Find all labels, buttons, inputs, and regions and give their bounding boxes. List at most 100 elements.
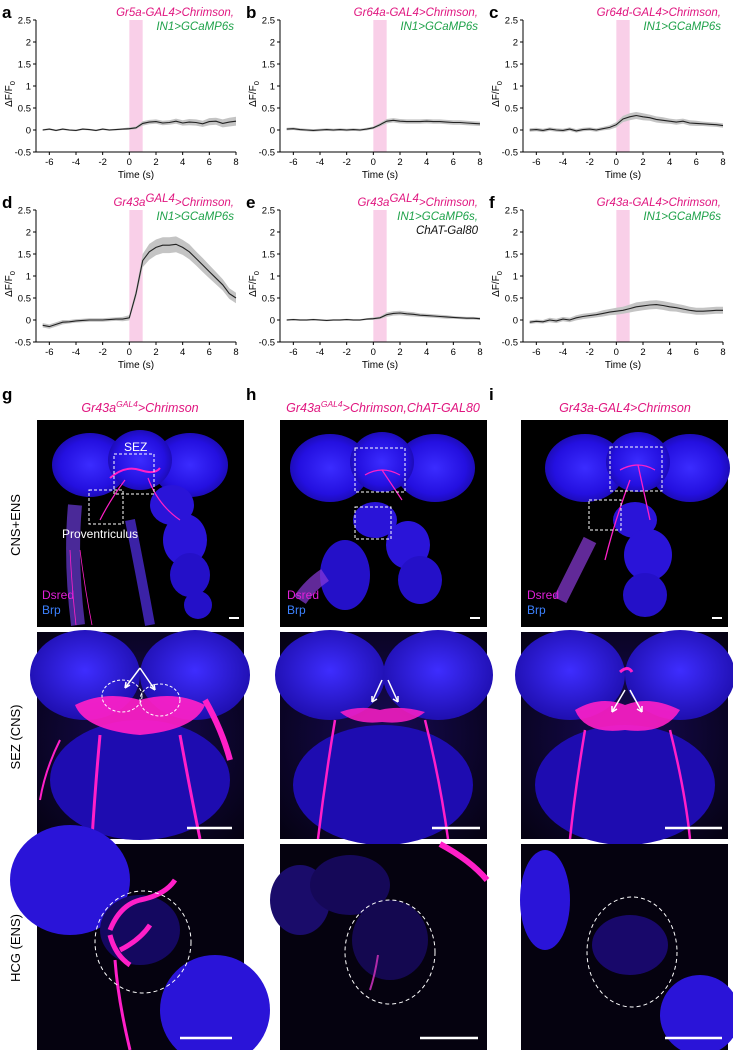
x-axis-label: Time (s) [118,360,154,371]
x-axis-label: Time (s) [362,170,398,181]
y-tick-label: 2.5 [18,16,31,27]
image-g-cns-ens: SEZ Proventriculus Dsred Brp [37,420,244,627]
stimulus-window [373,210,387,342]
y-tick-label: 0.5 [262,104,275,115]
mean-trace [42,243,237,328]
x-axis-label: Time (s) [605,170,641,181]
image-g-hcg [10,825,270,1050]
y-tick-label: 0 [270,126,275,137]
plot-panel-d: d 2.5 2 1.5 1 0.5 0 -0.5 -6 -4 -2 0 2 4 6 8 Time (s) ΔF/F… [2,193,239,371]
channel-label-dsred: Dsred [287,588,319,602]
plot-panel-b: b 2.5 2 1.5 1 0.5 0 -0.5 -6 -4 -2 0 2 4 6 8 Time (s) ΔF/F… [246,3,483,181]
x-tick-label: 8 [720,157,725,168]
x-tick-label: -2 [585,347,593,358]
stimulus-window [373,20,387,152]
y-tick-label: 1 [26,272,31,283]
panel-label-d: d [2,193,12,212]
y-tick-label: -0.5 [259,338,275,349]
x-tick-label: -4 [72,157,80,168]
genotype-label-line: Gr64d-GAL4>Chrimson, [597,7,721,19]
x-tick-label: -6 [45,347,53,358]
y-tick-label: 2.5 [262,16,275,27]
x-tick-label: 6 [207,347,212,358]
plot-panel-a: a 2.5 2 1.5 1 0.5 0 -0.5 -6 -4 -2 0 2 4 6 8 Time (s) ΔF/F… [2,3,239,181]
channel-label-dsred: Dsred [42,588,74,602]
y-tick-label: 1 [270,272,275,283]
y-tick-label: 2.5 [505,16,518,27]
x-tick-label: 2 [397,347,402,358]
sem-band [42,116,237,132]
image-i-hcg [520,844,733,1050]
genotype-label-line: Gr64a-GAL4>Chrimson, [354,7,478,19]
mean-trace [286,312,481,321]
plot-panel-e: e 2.5 2 1.5 1 0.5 0 -0.5 -6 -4 -2 0 2 4 6 8 Time (s) ΔF/F… [246,193,483,371]
y-tick-label: 0.5 [18,104,31,115]
y-tick-label: 1.5 [262,60,275,71]
y-tick-label: 0.5 [262,294,275,305]
y-tick-label: 2 [513,228,518,239]
stimulus-window [616,210,630,342]
panel-label-a: a [2,3,12,22]
sem-band [529,112,723,133]
plot-panel-c: c 2.5 2 1.5 1 0.5 0 -0.5 -6 -4 -2 0 2 4 6 8 Time (s) ΔF/F… [489,3,726,181]
stimulus-window [129,20,143,152]
genotype-label-line: ChAT-Gal80 [416,225,479,237]
image-heading-g: Gr43aGAL4>Chrimson [81,399,198,415]
microscopy-panels: Gr43aGAL4>Chrimson Gr43aGAL4>Chrimson,ChA… [2,385,733,1050]
channel-label-brp: Brp [527,603,546,617]
x-tick-label: -2 [585,157,593,168]
y-tick-label: 1 [270,82,275,93]
x-tick-label: 4 [180,157,185,168]
y-tick-label: 2 [270,38,275,49]
genotype-label-line: IN1>GCaMP6s [643,21,721,33]
panel-label-g: g [2,385,12,404]
y-axis-label: ΔF/F0 [248,81,261,107]
x-tick-label: 0 [127,347,132,358]
y-axis-label: ΔF/F0 [4,271,17,297]
image-col-g: SEZ Proventriculus Dsred Brp [10,420,270,1050]
x-tick-label: -4 [316,347,324,358]
mean-trace [529,114,724,132]
x-tick-label: -6 [532,157,540,168]
y-tick-label: 2 [270,228,275,239]
genotype-label-line: IN1>GCaMP6s [156,21,234,33]
x-tick-label: 6 [451,347,456,358]
x-tick-label: 8 [233,157,238,168]
x-axis-label: Time (s) [605,360,641,371]
y-tick-label: 0.5 [505,104,518,115]
image-g-sez [30,630,250,840]
x-tick-label: 4 [180,347,185,358]
image-col-h: Dsred Brp [270,420,493,1050]
x-axis-label: Time (s) [118,170,154,181]
x-tick-label: 0 [371,157,376,168]
x-tick-label: -6 [532,347,540,358]
image-i-sez [515,630,733,845]
y-tick-label: 2.5 [505,206,518,217]
x-tick-label: 0 [614,157,619,168]
image-heading-h: Gr43aGAL4>Chrimson,ChAT-GAL80 [286,399,480,415]
y-tick-label: 1.5 [18,250,31,261]
image-i-cns-ens: Dsred Brp [521,420,730,627]
plot-panel-f: f 2.5 2 1.5 1 0.5 0 -0.5 -6 -4 -2 0 2 4 6 8 Time (s) ΔF/F… [489,193,726,371]
x-tick-label: 2 [153,347,158,358]
y-axis-label: ΔF/F0 [4,81,17,107]
x-tick-label: -4 [72,347,80,358]
panel-label-b: b [246,3,256,22]
y-tick-label: 0.5 [18,294,31,305]
y-tick-label: 2 [26,38,31,49]
x-tick-label: -2 [342,157,350,168]
y-tick-label: 0 [513,316,518,327]
x-tick-label: 2 [640,157,645,168]
x-tick-label: 8 [477,157,482,168]
panel-label-c: c [489,3,498,22]
y-tick-label: 0 [26,316,31,327]
image-col-i: Dsred Brp [515,420,733,1050]
genotype-label-line: Gr43aGAL4>Chrimson, [357,193,478,209]
x-tick-label: -6 [289,157,297,168]
image-h-hcg [270,841,490,1050]
genotype-label-line: Gr43aGAL4>Chrimson, [113,193,234,209]
x-tick-label: 4 [424,347,429,358]
image-heading-i: Gr43a-GAL4>Chrimson [559,401,691,415]
y-tick-label: 0.5 [505,294,518,305]
